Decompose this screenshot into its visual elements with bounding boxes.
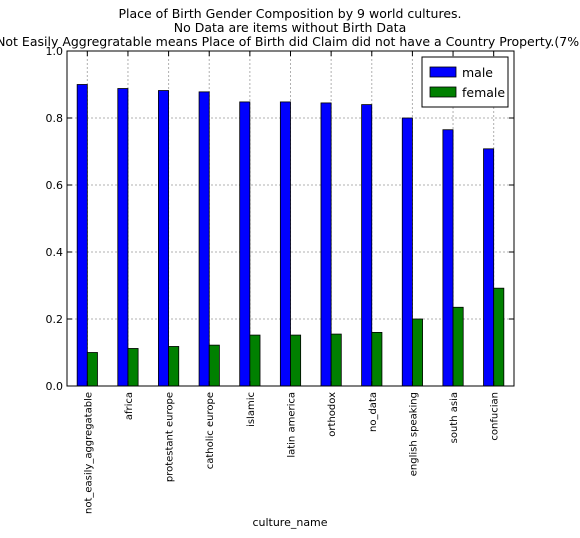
bar-female (127, 348, 139, 387)
legend: male female (421, 56, 509, 108)
bar-female (249, 334, 261, 387)
x-axis: not_easily_aggregatable africa protestant … (83, 51, 501, 514)
bar-male (198, 91, 210, 387)
y-tick-label: 0.4 (46, 246, 64, 259)
x-tick-label: latin america (287, 392, 298, 458)
legend-box (421, 56, 509, 108)
bar-male (279, 101, 291, 387)
bar-male (320, 102, 332, 387)
x-tick-label: confucian (490, 392, 501, 441)
x-tick-label: africa (124, 392, 135, 420)
bar-female (208, 344, 220, 387)
x-tick-label: not_easily_aggregatable (83, 392, 94, 514)
x-tick-label: orthodox (327, 392, 338, 437)
bar-female (330, 333, 342, 387)
chart-title-line-3: Not Easily Aggregratable means Place of … (0, 34, 580, 49)
y-tick-label: 0.0 (46, 380, 64, 393)
x-tick-label: catholic europe (205, 392, 216, 469)
legend-swatch-female (429, 86, 457, 98)
x-tick-label: south asia (449, 392, 460, 443)
bar-female (493, 287, 505, 387)
bar-male (483, 148, 495, 387)
chart-title-line-2: No Data are items without Birth Data (174, 20, 407, 35)
bar-female (86, 352, 98, 387)
y-tick-label: 1.0 (46, 45, 64, 58)
bar-female (371, 331, 383, 387)
bar-female (290, 334, 302, 387)
bar-male (401, 117, 413, 387)
chart-title-line-1: Place of Birth Gender Composition by 9 w… (118, 6, 461, 21)
bar-male (117, 88, 129, 387)
grid-lines (67, 51, 514, 386)
legend-label-female: female (462, 85, 505, 100)
bar-male (76, 84, 88, 387)
legend-label-male: male (462, 65, 493, 80)
bar-male (361, 104, 373, 387)
x-axis-label: culture_name (252, 516, 327, 529)
bar-male (239, 101, 251, 387)
bar-female (452, 306, 464, 387)
bar-female (412, 318, 423, 387)
legend-swatch-male (429, 66, 457, 78)
x-tick-label: no_data (368, 392, 379, 432)
x-tick-label: english speaking (408, 392, 419, 476)
y-axis: 0.0 0.2 0.4 0.6 0.8 1.0 (46, 45, 514, 393)
bar-male (442, 129, 454, 387)
y-tick-label: 0.2 (46, 313, 64, 326)
y-tick-label: 0.8 (46, 112, 64, 125)
chart-title: Place of Birth Gender Composition by 9 w… (0, 6, 580, 49)
x-tick-label: islamic (246, 392, 257, 427)
x-tick-label: protestant europe (165, 392, 176, 482)
bars (76, 84, 505, 387)
y-tick-label: 0.6 (46, 179, 64, 192)
bar-male (158, 90, 169, 387)
bar-female (168, 346, 180, 387)
